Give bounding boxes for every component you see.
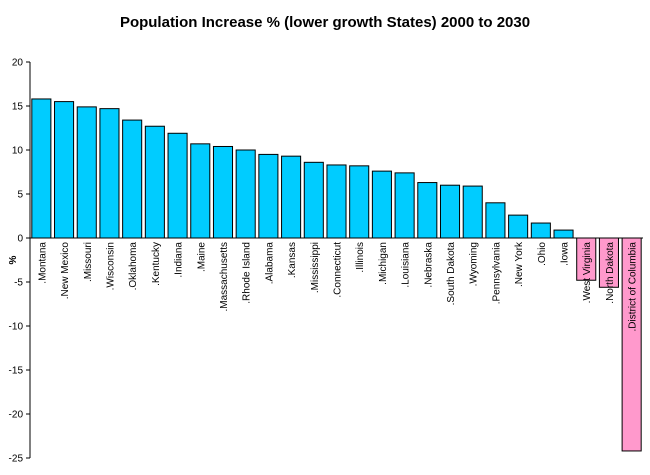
x-category-label: .Kansas <box>287 242 298 278</box>
x-category-label: .Wisconsin <box>105 242 116 290</box>
y-tick-label: -5 <box>14 278 23 289</box>
x-category-label: .New Mexico <box>60 242 71 300</box>
bar-maine <box>190 143 211 239</box>
bar-alabama <box>258 153 279 239</box>
x-category-label: .Connecticut <box>333 242 344 298</box>
x-category-label: .Ohio <box>537 242 548 266</box>
x-category-label: .Louisiana <box>401 242 412 288</box>
bar-south-dakota <box>439 184 461 239</box>
x-category-label: .Alabama <box>264 242 275 285</box>
bar-illinois <box>349 165 370 239</box>
y-axis-title: % <box>8 255 19 264</box>
bar-massachusetts <box>212 145 234 239</box>
x-category-label: .Montana <box>37 242 48 284</box>
x-category-label: .South Dakota <box>446 242 457 306</box>
bar-mississippi <box>303 161 324 239</box>
y-axis: 20 15 10 5 0 -5 -10 -15 -20 -25 <box>9 58 31 465</box>
bar-missouri <box>76 106 97 239</box>
x-category-label: .Nebraska <box>423 242 434 288</box>
category-labels: .Montana .New Mexico .Missouri .Wisconsin .O… <box>37 241 638 331</box>
bar-louisiana <box>394 172 415 239</box>
x-category-label: .Mississippi <box>310 242 321 293</box>
bar-montana <box>31 98 52 239</box>
x-category-label: .Rhode Island <box>242 242 253 304</box>
x-category-label: .New York <box>514 241 525 287</box>
bar-new-york <box>508 214 529 239</box>
y-tick-label: -15 <box>9 366 24 377</box>
chart-title: Population Increase % (lower growth Stat… <box>119 14 531 31</box>
bar-wyoming <box>462 185 483 239</box>
bar-ohio <box>530 222 551 239</box>
bar-pennsylvania <box>485 202 506 239</box>
bar-new-mexico <box>54 101 75 239</box>
y-tick-label: -20 <box>9 410 24 421</box>
bar-oklahoma <box>122 119 143 239</box>
x-category-label: .Illinois <box>355 242 366 273</box>
bar-kentucky <box>144 125 165 239</box>
bar-kansas <box>281 155 302 239</box>
x-category-label: .Wyoming <box>469 242 480 286</box>
x-category-label: .Indiana <box>174 242 185 278</box>
bar-rhode-island <box>235 149 256 239</box>
x-category-label: .Michigan <box>378 242 389 285</box>
y-tick-label: 20 <box>12 58 24 69</box>
x-category-label: .District of Columbia <box>628 242 639 332</box>
y-tick-label: 0 <box>17 234 23 245</box>
x-category-label: .Kentucky <box>151 242 162 286</box>
x-category-label: .Pennsylvania <box>491 242 502 305</box>
y-tick-label: -10 <box>9 322 24 333</box>
x-category-label: .Oklahoma <box>128 242 139 291</box>
x-category-label: .Missouri <box>83 242 94 282</box>
bar-iowa <box>553 229 574 239</box>
bar-wisconsin <box>99 108 120 239</box>
x-category-label: .Iowa <box>560 242 571 266</box>
x-category-label: .West Virginia <box>582 242 593 304</box>
x-category-label: .Massachusetts <box>219 242 230 311</box>
bar-connecticut <box>326 164 347 239</box>
x-category-label: .North Dakota <box>605 242 616 304</box>
y-tick-label: 5 <box>17 190 23 201</box>
y-tick-label: -25 <box>9 454 24 465</box>
bar-michigan <box>371 170 392 239</box>
bar-nebraska <box>417 182 438 239</box>
y-tick-label: 10 <box>12 146 24 157</box>
bars <box>31 98 642 452</box>
bar-indiana <box>167 132 188 239</box>
y-tick-label: 15 <box>12 102 24 113</box>
x-category-label: .Maine <box>196 242 207 272</box>
